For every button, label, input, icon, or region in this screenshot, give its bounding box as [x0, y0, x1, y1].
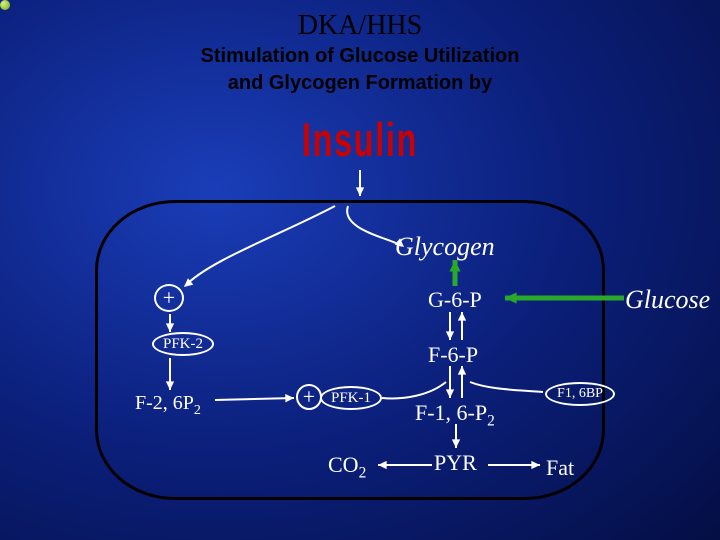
plus-oval-2: + — [296, 384, 322, 410]
oval-f16bp: F1, 6BP — [545, 382, 615, 406]
plus-oval-1: + — [154, 284, 184, 312]
label-fat: Fat — [546, 455, 574, 481]
label-co2: CO2 — [328, 452, 366, 482]
label-f6p: F-6-P — [428, 342, 478, 368]
label-pyr: PYR — [434, 450, 477, 476]
label-f16p: F-1, 6-P2 — [415, 400, 495, 430]
label-g6p: G-6-P — [428, 287, 482, 313]
label-f26p: F-2, 6P2 — [135, 392, 201, 419]
oval-pfk2: PFK-2 — [152, 332, 214, 356]
oval-pfk1: PFK-1 — [320, 386, 382, 410]
label-glucose: Glucose — [625, 285, 710, 315]
label-glycogen: Glycogen — [395, 232, 495, 262]
